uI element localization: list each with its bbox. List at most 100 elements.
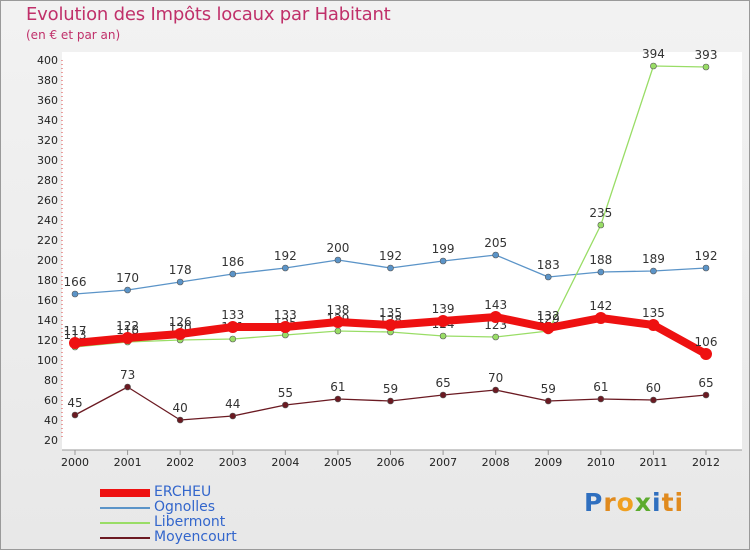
data-label-ognolles: 183 bbox=[537, 258, 560, 272]
data-label-ognolles: 186 bbox=[221, 255, 244, 269]
data-label-libermont: 235 bbox=[589, 206, 612, 220]
data-label-moyencourt: 73 bbox=[120, 368, 135, 382]
data-label-moyencourt: 61 bbox=[330, 380, 345, 394]
data-label-ognolles: 178 bbox=[169, 263, 192, 277]
data-point-moyencourt bbox=[650, 396, 657, 404]
data-point-ognolles bbox=[544, 273, 552, 281]
data-point-ercheu bbox=[279, 321, 292, 333]
data-point-ercheu bbox=[437, 315, 450, 327]
data-label-ognolles: 189 bbox=[642, 252, 665, 266]
data-point-ercheu bbox=[121, 332, 134, 344]
data-point-ercheu bbox=[489, 311, 502, 323]
data-label-moyencourt: 59 bbox=[541, 382, 556, 396]
y-tick-label: 380 bbox=[37, 74, 58, 87]
data-point-ognolles bbox=[71, 290, 79, 298]
y-tick-label: 20 bbox=[44, 434, 58, 447]
data-point-libermont bbox=[334, 327, 342, 335]
y-tick-label: 120 bbox=[37, 334, 58, 347]
data-point-ercheu bbox=[331, 316, 344, 328]
plot-area bbox=[62, 52, 742, 450]
proxiti-logo: Proxiti bbox=[584, 488, 684, 517]
data-point-ercheu bbox=[647, 319, 660, 331]
y-tick-label: 400 bbox=[37, 54, 58, 67]
data-label-ognolles: 192 bbox=[695, 249, 718, 263]
data-label-ercheu: 132 bbox=[537, 309, 560, 323]
data-point-moyencourt bbox=[387, 397, 394, 405]
data-label-libermont: 393 bbox=[695, 48, 718, 62]
data-point-moyencourt bbox=[229, 412, 237, 420]
logo-letter: ti bbox=[661, 488, 685, 517]
data-point-ognolles bbox=[650, 267, 657, 275]
chart-subtitle: (en € et par an) bbox=[26, 28, 121, 42]
x-tick-label: 2001 bbox=[114, 456, 142, 469]
data-point-ognolles bbox=[229, 270, 237, 278]
x-tick-label: 2005 bbox=[324, 456, 352, 469]
data-label-moyencourt: 59 bbox=[383, 382, 398, 396]
legend-label-ercheu: ERCHEU bbox=[154, 484, 212, 500]
data-point-moyencourt bbox=[334, 395, 342, 403]
data-label-ercheu: 135 bbox=[642, 306, 665, 320]
y-tick-label: 300 bbox=[37, 154, 58, 167]
data-point-libermont bbox=[702, 63, 710, 71]
data-point-moyencourt bbox=[492, 386, 499, 394]
data-point-ognolles bbox=[439, 257, 447, 265]
y-tick-label: 140 bbox=[37, 314, 58, 327]
data-label-libermont: 129 bbox=[537, 312, 560, 326]
x-tick-label: 2006 bbox=[377, 456, 405, 469]
data-point-ognolles bbox=[702, 264, 710, 272]
legend-swatch-ognolles bbox=[100, 507, 150, 509]
data-label-moyencourt: 61 bbox=[593, 380, 608, 394]
y-tick-label: 280 bbox=[37, 174, 58, 187]
data-label-moyencourt: 65 bbox=[698, 376, 713, 390]
legend-label-moyencourt: Moyencourt bbox=[154, 529, 237, 545]
data-label-moyencourt: 44 bbox=[225, 397, 240, 411]
y-tick-label: 180 bbox=[37, 274, 58, 287]
data-point-libermont bbox=[439, 332, 447, 340]
logo-letter: P bbox=[584, 488, 604, 517]
y-tick-label: 100 bbox=[37, 354, 58, 367]
legend-swatch-libermont bbox=[100, 522, 150, 524]
data-point-ognolles bbox=[282, 264, 289, 272]
data-label-moyencourt: 65 bbox=[435, 376, 450, 390]
x-tick-label: 2008 bbox=[482, 456, 510, 469]
data-label-ercheu: 133 bbox=[274, 308, 297, 322]
y-tick-label: 320 bbox=[37, 134, 58, 147]
data-label-ercheu: 126 bbox=[169, 315, 192, 329]
data-point-moyencourt bbox=[124, 383, 131, 391]
y-tick-label: 160 bbox=[37, 294, 58, 307]
x-tick-label: 2007 bbox=[429, 456, 457, 469]
data-point-libermont bbox=[229, 335, 237, 343]
y-tick-label: 240 bbox=[37, 214, 58, 227]
data-label-ercheu: 143 bbox=[484, 298, 507, 312]
data-point-moyencourt bbox=[439, 391, 447, 399]
data-label-ercheu: 142 bbox=[589, 299, 612, 313]
y-tick-label: 40 bbox=[44, 414, 58, 427]
x-tick-label: 2004 bbox=[271, 456, 299, 469]
legend-swatch-moyencourt bbox=[100, 537, 150, 539]
x-tick-label: 2003 bbox=[219, 456, 247, 469]
data-label-moyencourt: 40 bbox=[173, 401, 188, 415]
data-label-libermont: 118 bbox=[116, 323, 139, 337]
data-point-ercheu bbox=[174, 328, 187, 340]
legend-swatch-ercheu bbox=[100, 489, 150, 497]
data-point-libermont bbox=[597, 221, 605, 229]
y-tick-label: 260 bbox=[37, 194, 58, 207]
x-tick-label: 2011 bbox=[639, 456, 667, 469]
logo-letter: x bbox=[634, 488, 652, 517]
data-point-ercheu bbox=[700, 348, 712, 360]
data-label-ercheu: 117 bbox=[64, 324, 87, 338]
data-label-ercheu: 139 bbox=[432, 302, 455, 316]
data-point-ognolles bbox=[124, 286, 131, 294]
data-label-ognolles: 192 bbox=[274, 249, 297, 263]
data-point-moyencourt bbox=[71, 411, 79, 419]
data-point-ercheu bbox=[542, 322, 555, 334]
data-point-moyencourt bbox=[702, 391, 710, 399]
data-label-ognolles: 166 bbox=[64, 275, 87, 289]
data-label-ercheu: 133 bbox=[221, 308, 244, 322]
data-point-moyencourt bbox=[176, 416, 184, 424]
data-point-ercheu bbox=[69, 337, 81, 349]
data-label-libermont: 394 bbox=[642, 47, 665, 61]
data-point-moyencourt bbox=[597, 395, 605, 403]
data-label-ercheu: 106 bbox=[695, 335, 718, 349]
